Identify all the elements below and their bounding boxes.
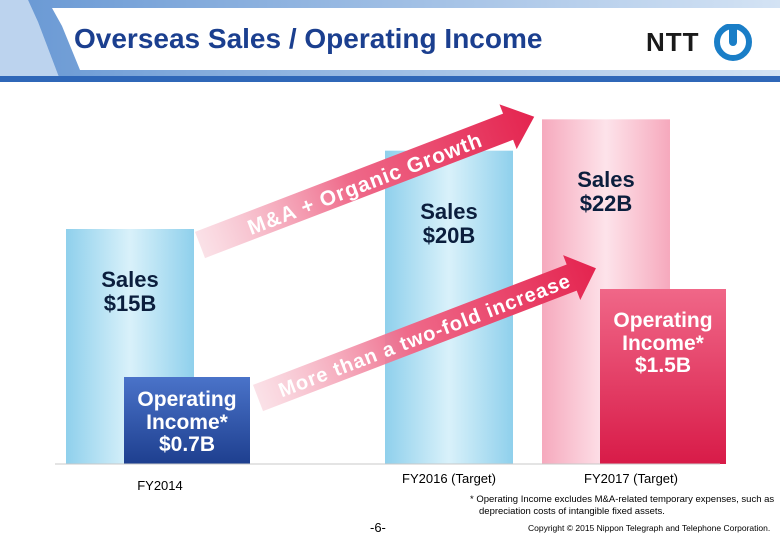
label-line: $1.5B xyxy=(634,354,692,378)
fy2017-oi-label: Operating Income* $1.5B xyxy=(600,309,726,378)
ntt-logo xyxy=(714,18,752,61)
fy2014-sales-label: Sales $15B xyxy=(66,268,194,316)
footnote: * Operating Income excludes M&A-related … xyxy=(470,494,774,518)
footnote-line: depreciation costs of intangible fixed a… xyxy=(479,506,665,517)
label-line: $15B xyxy=(103,290,157,316)
operating-income-bar xyxy=(124,377,250,464)
category-label: FY2016 (Target) xyxy=(402,471,496,486)
page-title: Overseas Sales / Operating Income xyxy=(74,23,543,54)
footnote-line: * Operating Income excludes M&A-related … xyxy=(470,494,775,505)
copyright: Copyright © 2015 Nippon Telegraph and Te… xyxy=(528,523,771,533)
label-line: $0.7B xyxy=(158,433,216,457)
label-line: $20B xyxy=(422,222,476,248)
label-line: Sales xyxy=(577,167,635,192)
category-label: FY2014 xyxy=(137,478,183,493)
header-band xyxy=(0,0,780,82)
label-line: Sales xyxy=(420,199,478,224)
label-line: Income* xyxy=(146,410,228,434)
label-line: $22B xyxy=(579,190,633,216)
category-label: FY2017 (Target) xyxy=(584,471,678,486)
label-line: Operating xyxy=(613,309,713,332)
fy2014-oi-label: Operating Income* $0.7B xyxy=(124,388,250,457)
page-number: -6- xyxy=(370,520,386,535)
fy2017-sales-label: Sales $22B xyxy=(542,168,670,216)
logo-text: NTT xyxy=(646,27,700,57)
label-line: Sales xyxy=(101,267,159,292)
operating-income-bar xyxy=(600,289,726,464)
label-line: Operating xyxy=(137,388,237,411)
fy2016-sales-label: Sales $20B xyxy=(385,200,513,248)
label-line: Income* xyxy=(622,331,704,355)
